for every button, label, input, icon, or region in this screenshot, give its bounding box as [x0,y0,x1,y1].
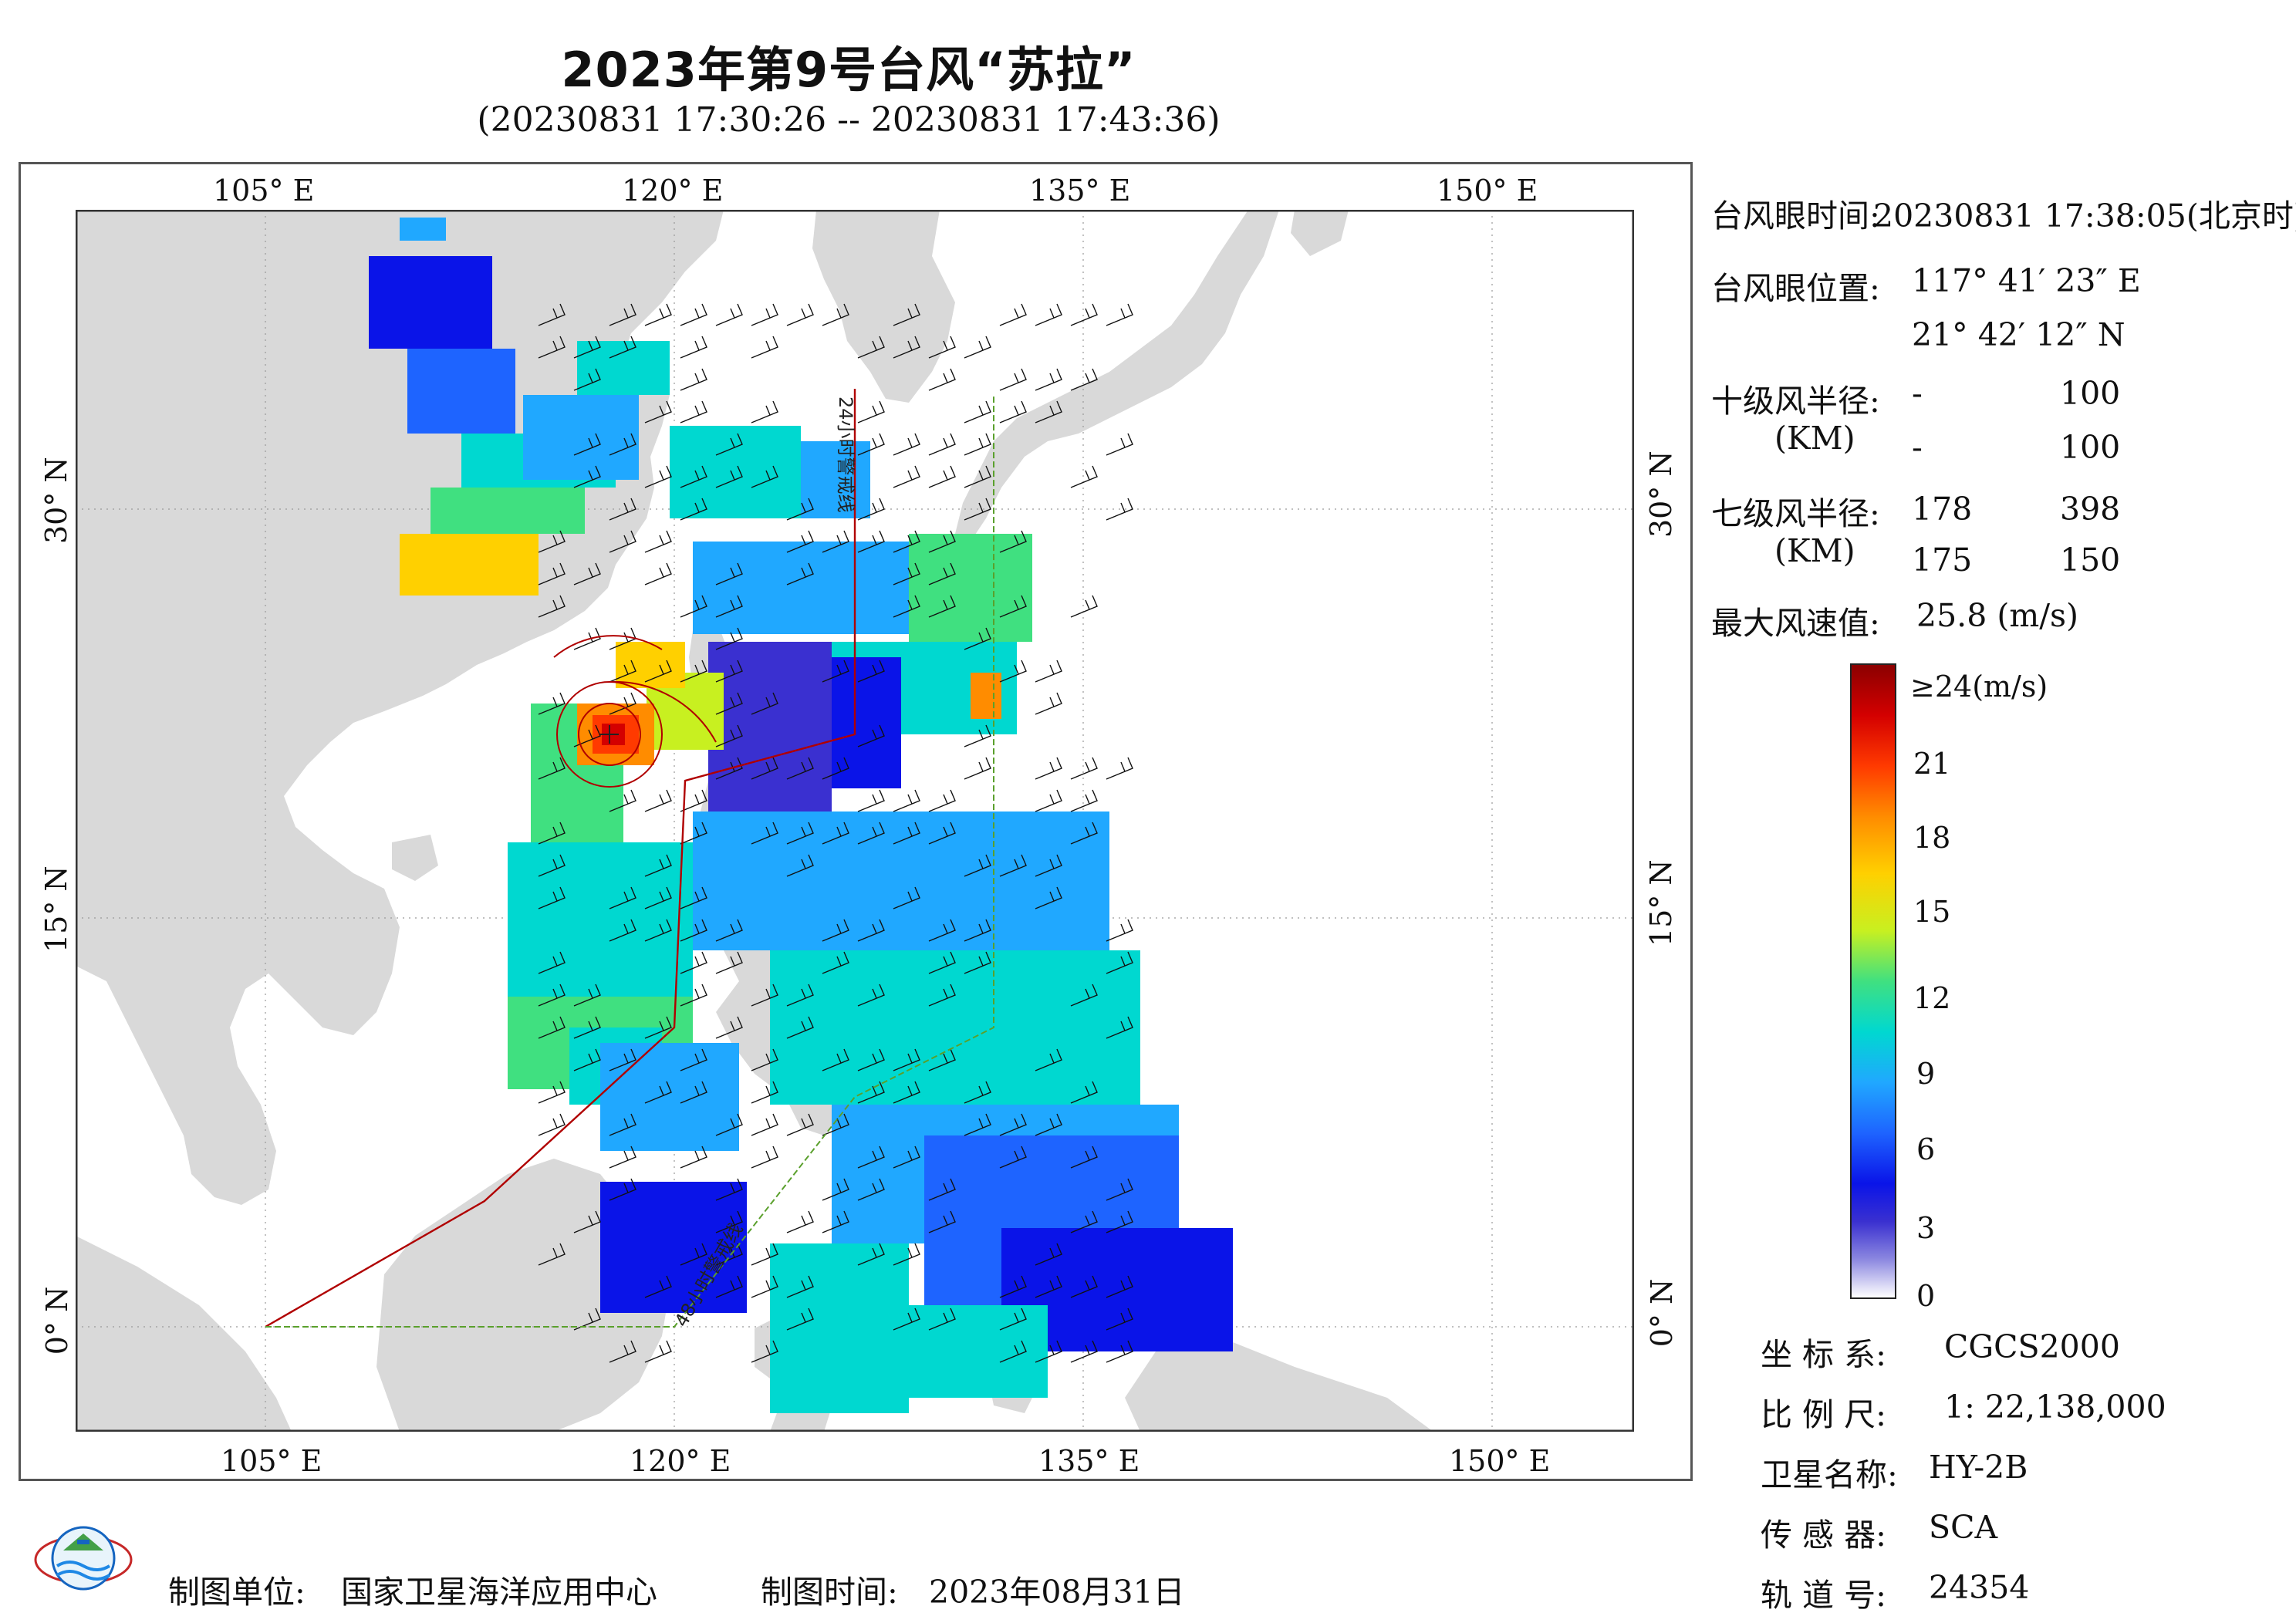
eye-longitude: 117° 41′ 23″ E [1912,262,2141,299]
r7-label: 七级风半径: [1711,488,1880,534]
lat-label-left-30: 30° N [39,459,73,544]
r10-row1-b: 100 [2060,375,2120,412]
wind-field-map[interactable]: 24小时警戒线 48小时警戒线 [76,210,1634,1432]
orbit-label: 轨 道 号: [1761,1569,1886,1615]
lat-label-right-0: 0° N [1645,1276,1679,1350]
lat-label-right-30: 30° N [1644,453,1678,538]
lon-label-bottom-150: 150° E [1449,1444,1550,1478]
time-range-subtitle: (20230831 17:30:26 -- 20230831 17:43:36) [0,100,1697,140]
swath-cell [577,341,670,395]
swath-cell [909,534,1032,642]
swath-cell [893,1305,1048,1398]
producer-label: 制图单位: [168,1566,306,1612]
producer-value: 国家卫星海洋应用中心 [341,1566,657,1612]
r10-row2-b: 100 [2060,429,2120,466]
lon-label-bottom-105: 105° E [221,1444,322,1478]
legend-tick-3: 3 [1916,1211,1935,1245]
swath-cell [430,488,585,534]
swath-cell [693,812,1109,950]
r10-row1-a: - [1912,375,1923,412]
lon-label-bottom-135: 135° E [1038,1444,1140,1478]
legend-tick-6: 6 [1916,1132,1935,1166]
map-title: 2023年第9号台风“苏拉” [0,31,1697,100]
lon-label-bottom-120: 120° E [630,1444,731,1478]
swath-cell [369,256,492,349]
lon-label-top-135: 135° E [1029,174,1130,208]
eye-time-value: 20230831 17:38:05(北京时) [1873,190,2296,236]
legend-tick-21: 21 [1913,747,1950,781]
warning-line-24h-label: 24小时警戒线 [835,396,856,513]
swath-cell [708,642,832,827]
max-wind-label: 最大风速值: [1711,597,1880,643]
crs-label: 坐 标 系: [1761,1328,1886,1375]
legend-tick-18: 18 [1913,821,1950,855]
swath-cell [616,642,685,688]
r7-row1-a: 178 [1912,491,1972,528]
swath-cell [971,673,1001,719]
r7-row2-a: 175 [1912,542,1972,579]
sensor-label: 传 感 器: [1761,1509,1886,1555]
eye-time-label: 台风眼时间: [1711,190,1880,236]
orbit-value: 24354 [1929,1569,2029,1606]
crs-value: CGCS2000 [1944,1328,2120,1365]
r10-unit: (KM) [1774,420,1855,457]
lat-label-left-0: 0° N [40,1284,74,1358]
swath-cell [400,534,539,596]
legend-tick-0: 0 [1916,1279,1935,1313]
r10-row2-a: - [1912,429,1923,466]
r7-row1-b: 398 [2060,491,2120,528]
sensor-value: SCA [1929,1509,1997,1546]
r10-label: 十级风半径: [1711,375,1880,421]
legend-tick-15: 15 [1913,895,1950,929]
swath-cell [670,426,801,518]
r7-unit: (KM) [1774,532,1855,569]
swath-cell [523,395,639,480]
scale-label: 比 例 尺: [1761,1388,1886,1435]
eye-latitude: 21° 42′ 12″ N [1912,316,2125,353]
lon-label-top-120: 120° E [622,174,723,208]
max-wind-value: 25.8 (m/s) [1916,597,2078,634]
legend-tick-9: 9 [1916,1057,1935,1091]
swath-cell [770,950,1140,1105]
wind-speed-colorbar [1850,663,1896,1299]
production-time-label: 制图时间: [761,1566,898,1612]
legend-title: ≥24(m/s) [1910,670,2048,704]
lon-label-top-150: 150° E [1437,174,1538,208]
lat-label-right-15: 15° N [1644,862,1678,946]
swath-cell [407,349,515,434]
scale-value: 1: 22,138,000 [1944,1388,2166,1426]
production-time-value: 2023年08月31日 [929,1566,1185,1612]
lon-label-top-105: 105° E [213,174,314,208]
nsoas-logo-icon [29,1512,137,1604]
eye-position-label: 台风眼位置: [1711,262,1880,309]
satellite-label: 卫星名称: [1761,1449,1898,1495]
satellite-value: HY-2B [1929,1449,2028,1486]
r7-row2-b: 150 [2060,542,2120,579]
swath-cell [508,842,693,997]
legend-tick-12: 12 [1913,981,1950,1015]
lat-label-left-15: 15° N [39,868,73,953]
swath-cell [400,218,446,241]
